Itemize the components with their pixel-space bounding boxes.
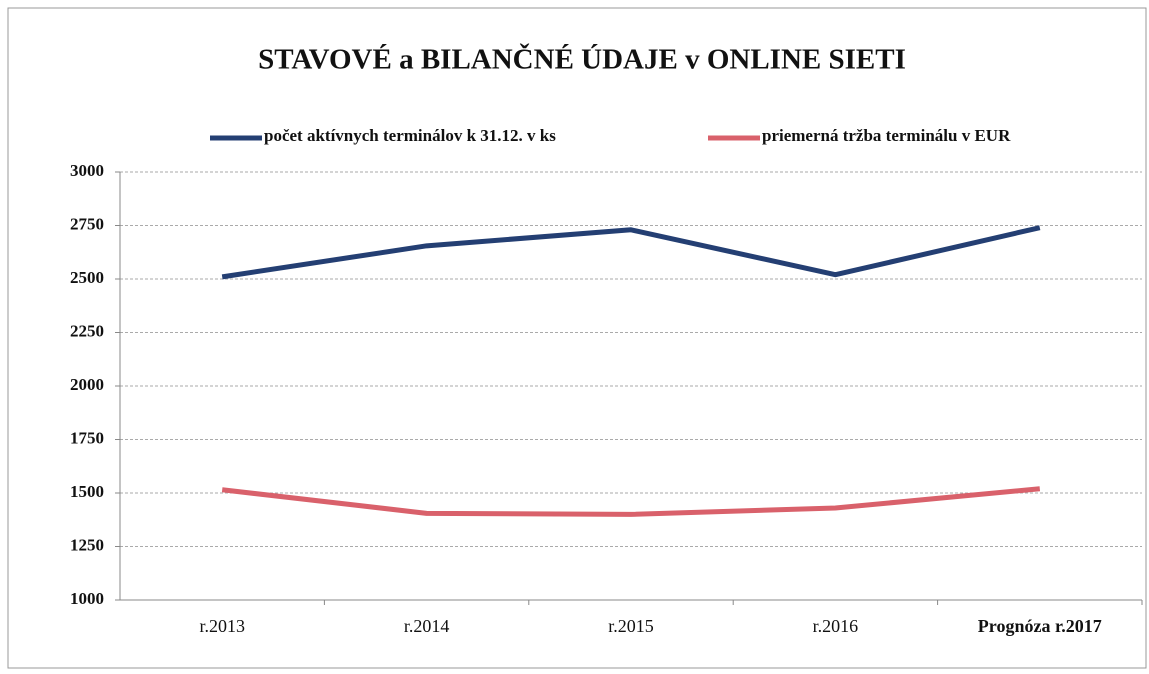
x-tick-label: r.2013 — [199, 616, 245, 636]
y-tick-label: 1750 — [70, 428, 104, 447]
legend-label: počet aktívnych terminálov k 31.12. v ks — [264, 126, 556, 145]
legend-label: priemerná tržba terminálu v EUR — [762, 126, 1011, 145]
y-tick-label: 2250 — [70, 321, 104, 340]
x-tick-label: r.2014 — [404, 616, 450, 636]
series-line — [221, 225, 1041, 280]
y-tick-label: 2500 — [70, 268, 104, 287]
x-tick-label: Prognóza r.2017 — [978, 616, 1102, 636]
y-tick-label: 1000 — [70, 589, 104, 608]
chart-frame — [7, 7, 1147, 669]
y-tick-label: 2000 — [70, 375, 104, 394]
y-tick-label: 3000 — [70, 161, 104, 180]
series-line — [221, 486, 1041, 517]
y-tick-label: 1250 — [70, 535, 104, 554]
y-tick-label: 1500 — [70, 482, 104, 501]
x-tick-label: r.2016 — [813, 616, 859, 636]
chart-title: STAVOVÉ a BILANČNÉ ÚDAJE v ONLINE SIETI — [258, 43, 906, 76]
x-tick-label: r.2015 — [608, 616, 654, 636]
y-tick-label: 2750 — [70, 214, 104, 233]
